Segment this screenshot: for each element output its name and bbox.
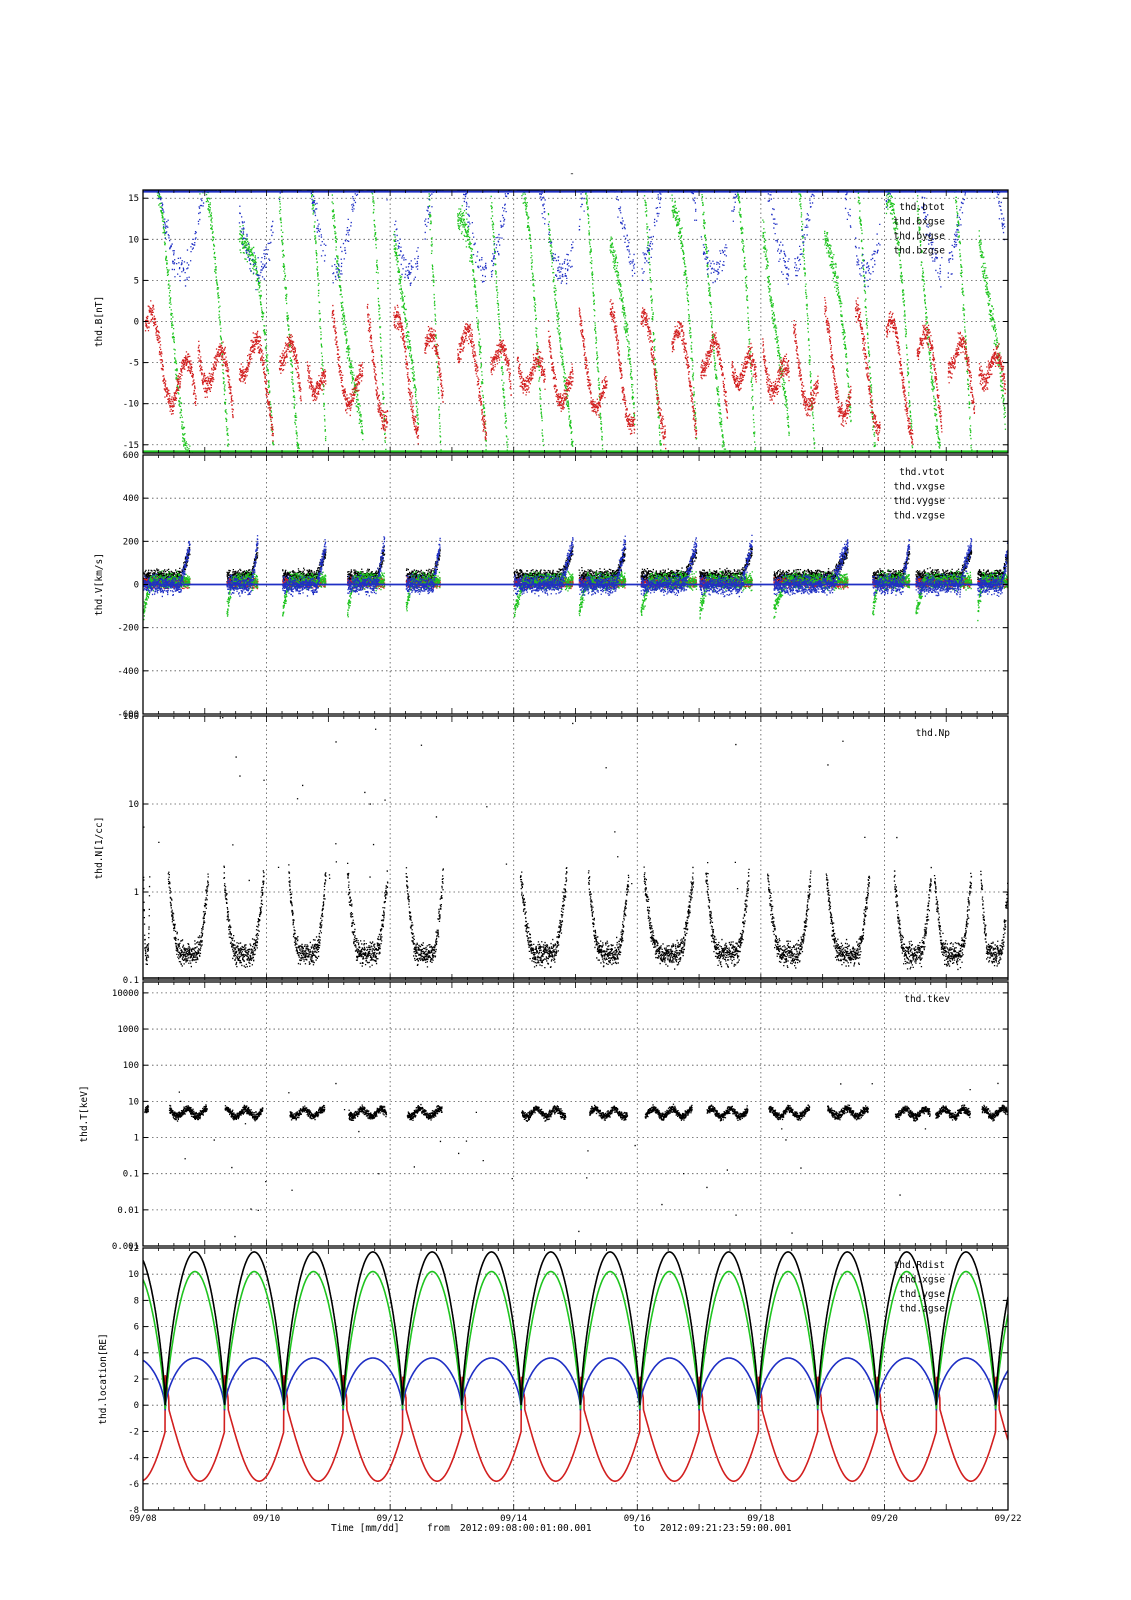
x-axis-title-to: 2012:09:21:23:59:00.001 — [660, 1523, 792, 1534]
panel-location: 12 10 8 6 4 2 0 -2 -4 -6 -8 thd.location[RE] thd.Rdi… — [98, 1244, 1009, 1516]
legend-entry: thd.Np — [916, 728, 951, 739]
top-mark: - — [569, 169, 574, 179]
y-tick-label: -5 — [128, 359, 139, 369]
x-tick-label: 09/08 — [129, 1514, 156, 1524]
y-tick-label: 400 — [123, 494, 139, 504]
legend-entry: thd.tkev — [904, 994, 950, 1005]
series-np-dots — [143, 717, 1008, 971]
y-tick-label: 0.1 — [123, 976, 139, 986]
y-axis-label: thd.B[nT] — [94, 296, 105, 347]
legend-entry: thd.xgse — [899, 1275, 945, 1286]
x-tick-label: 09/16 — [624, 1514, 651, 1524]
y-tick-label: 0 — [134, 318, 139, 328]
y-tick-label: 8 — [134, 1296, 139, 1306]
y-tick-label: 600 — [123, 451, 139, 461]
y-tick-label: 10 — [128, 800, 139, 810]
y-tick-label: 200 — [123, 537, 139, 547]
panel-frame — [142, 189, 1009, 454]
series-ygse-line — [143, 1270, 1008, 1410]
panel-magnetic-field: 15 10 5 0 -5 -10 -15 thd.B[nT] thd.btot thd.bxgse… — [94, 189, 1009, 454]
plot-area — [143, 1248, 1008, 1510]
x-tick-label: 09/20 — [871, 1514, 898, 1524]
x-axis-title-to-word: to — [633, 1523, 645, 1534]
panel-density: 100 10 1 0.1 thd.N[1/cc] thd.Np — [94, 712, 1009, 986]
series-bxgse-dots — [144, 297, 1007, 450]
legend-entry: thd.vygse — [894, 496, 946, 507]
y-tick-label: -10 — [123, 400, 139, 410]
series-xgse-line — [143, 1374, 1008, 1482]
y-tick-label: -400 — [117, 667, 139, 677]
y-tick-label: 2 — [134, 1375, 139, 1385]
y-tick-label: 100 — [123, 1061, 139, 1071]
y-tick-label: -2 — [128, 1427, 139, 1437]
legend-entry: thd.bxgse — [894, 217, 946, 228]
series-vtot-dots — [143, 543, 1008, 586]
series-rdist-line — [143, 1251, 1008, 1406]
y-tick-label: 100 — [123, 712, 139, 722]
y-tick-label: 1 — [134, 888, 139, 898]
legend-entry: thd.bygse — [894, 231, 946, 242]
y-axis-label: thd.location[RE] — [98, 1333, 109, 1425]
y-tick-label: 6 — [134, 1323, 139, 1333]
legend-entry: thd.ygse — [899, 1289, 945, 1300]
plot-area — [143, 455, 1008, 714]
plot-area — [143, 190, 1008, 453]
x-tick-label: 09/12 — [377, 1514, 404, 1524]
legend-entry: thd.btot — [899, 202, 945, 213]
panel-temperature: 10000 1000 100 10 1 0.1 0.01 0.001 thd.T[keV] thd… — [79, 981, 1009, 1252]
legend-entry: thd.Rdist — [894, 1260, 945, 1271]
y-axis-label: thd.T[keV] — [79, 1085, 90, 1142]
y-tick-label: -200 — [117, 624, 139, 634]
y-tick-label: 0.1 — [123, 1170, 139, 1180]
y-tick-label: 12 — [128, 1244, 139, 1254]
y-tick-label: 0.01 — [117, 1206, 139, 1216]
plot-area — [143, 716, 1008, 980]
x-tick-label: 09/14 — [500, 1514, 527, 1524]
series-vygse-dots — [143, 569, 1008, 622]
series-vzgse-dots — [143, 534, 1008, 598]
x-axis-title-from-word: from — [427, 1523, 450, 1534]
y-tick-label: -15 — [123, 441, 139, 451]
plot-area — [143, 982, 1008, 1246]
y-tick-label: 10 — [128, 1270, 139, 1280]
legend-entry: thd.vtot — [899, 467, 945, 478]
panel-velocity: 600 400 200 0 -200 -400 -600 thd.V[km/s] thd.vto… — [94, 451, 1009, 720]
y-tick-label: 10 — [128, 1097, 139, 1107]
series-zgse-line — [143, 1357, 1008, 1411]
panel-frame — [142, 981, 1009, 1247]
legend-entry: thd.vxgse — [894, 482, 946, 493]
y-tick-label: -600 — [117, 710, 139, 720]
y-axis-label: thd.V[km/s] — [94, 553, 105, 616]
y-tick-label: 0.001 — [112, 1242, 139, 1252]
legend-entry: thd.bzgse — [894, 246, 946, 257]
y-axis-label: thd.N[1/cc] — [94, 817, 105, 880]
y-tick-label: 1 — [134, 1134, 139, 1144]
legend-entry: thd.zgse — [899, 1304, 945, 1315]
panel-frame — [142, 715, 1009, 981]
y-tick-label: -8 — [128, 1506, 139, 1516]
y-tick-label: 1000 — [117, 1025, 139, 1035]
y-tick-label: -6 — [128, 1480, 139, 1490]
y-tick-label: -4 — [128, 1454, 139, 1464]
x-axis: 09/08 09/10 09/12 09/14 09/16 09/18 09/20 09/22 — [129, 1514, 1021, 1524]
series-bzgse-dots — [145, 190, 1006, 291]
panel-frame — [142, 454, 1009, 715]
x-tick-label: 09/18 — [747, 1514, 774, 1524]
series-bygse-dots — [144, 190, 1007, 453]
y-tick-label: 4 — [134, 1349, 139, 1359]
x-tick-label: 09/22 — [994, 1514, 1021, 1524]
y-tick-label: 15 — [128, 194, 139, 204]
y-tick-label: 5 — [134, 276, 139, 286]
panel-frame — [142, 1247, 1009, 1511]
series-tkev-dots — [144, 1082, 1008, 1238]
y-tick-label: 10 — [128, 235, 139, 245]
y-tick-label: 0 — [134, 581, 139, 591]
x-axis-title-from: 2012:09:08:00:01:00.001 — [460, 1523, 592, 1534]
legend-entry: thd.vzgse — [894, 511, 946, 522]
y-tick-label: 0 — [134, 1401, 139, 1411]
x-tick-label: 09/10 — [253, 1514, 280, 1524]
y-tick-label: 10000 — [112, 989, 139, 999]
x-axis-title-label: Time [mm/dd] — [331, 1523, 400, 1534]
